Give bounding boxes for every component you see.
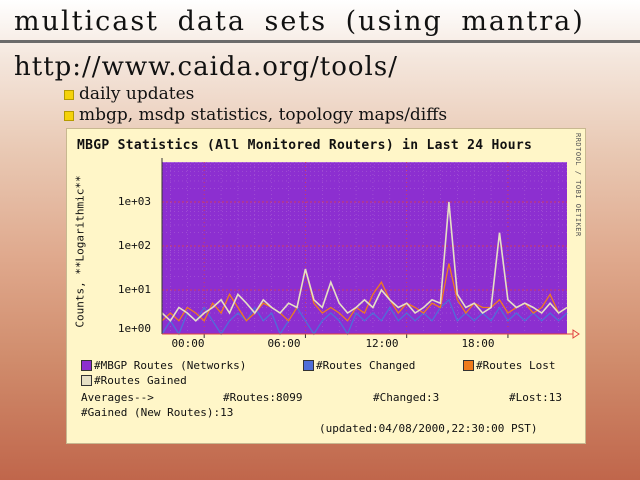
tools-url[interactable]: http://www.caida.org/tools/ bbox=[14, 52, 398, 82]
averages-label: Averages--> bbox=[81, 391, 154, 404]
title-divider bbox=[0, 40, 640, 43]
graph-title: MBGP Statistics (All Monitored Routers) … bbox=[77, 138, 533, 153]
bullet-text: daily updates bbox=[79, 84, 195, 104]
legend-label: #Routes Changed bbox=[316, 359, 416, 372]
series-line-routes-lost bbox=[161, 263, 568, 322]
legend-swatch bbox=[463, 360, 474, 371]
x-axis-arrow bbox=[572, 329, 580, 339]
updated-timestamp: (updated:04/08/2000,22:30:00 PST) bbox=[319, 422, 538, 435]
bullet-item: daily updates bbox=[64, 84, 447, 105]
bullet-text: mbgp, msdp statistics, topology maps/dif… bbox=[79, 105, 448, 125]
legend-routes-gained: #Routes Gained bbox=[81, 374, 187, 387]
legend-swatch bbox=[303, 360, 314, 371]
rrdtool-credit: RRDTOOL / TOBI OETIKER bbox=[574, 133, 582, 237]
y-tick-label: 1e+02 bbox=[117, 239, 151, 252]
x-tick-label: 18:00 bbox=[461, 337, 495, 350]
legend-mbgp-routes: #MBGP Routes (Networks) bbox=[81, 359, 246, 372]
legend-swatch bbox=[81, 360, 92, 371]
x-tick-label: 12:00 bbox=[365, 337, 399, 350]
y-tick-label: 1e+03 bbox=[117, 195, 151, 208]
chart-svg bbox=[161, 158, 580, 339]
x-tick-label: 00:00 bbox=[171, 337, 205, 350]
legend-routes-changed: #Routes Changed bbox=[303, 359, 415, 372]
mbgp-stats-graph: MBGP Statistics (All Monitored Routers) … bbox=[66, 128, 586, 444]
avg-lost: #Lost:13 bbox=[509, 391, 562, 404]
legend-label: #MBGP Routes (Networks) bbox=[94, 359, 247, 372]
bullet-icon bbox=[64, 89, 74, 100]
avg-routes: #Routes:8099 bbox=[223, 391, 303, 404]
legend-swatch bbox=[81, 375, 92, 386]
legend-label: #Routes Lost bbox=[476, 359, 556, 372]
y-tick-label: 1e+01 bbox=[117, 283, 151, 296]
series-line-routes-gained bbox=[161, 201, 568, 323]
series-line-routes-changed bbox=[161, 298, 568, 336]
series-area-mbgp-routes bbox=[162, 162, 567, 334]
y-tick-label: 1e+00 bbox=[117, 322, 151, 335]
slide-title: multicast data sets (using mantra) bbox=[14, 6, 585, 37]
avg-gained: #Gained (New Routes):13 bbox=[81, 406, 234, 419]
legend-routes-lost: #Routes Lost bbox=[463, 359, 555, 372]
legend-label: #Routes Gained bbox=[94, 374, 187, 387]
bullet-icon bbox=[64, 110, 74, 121]
avg-changed: #Changed:3 bbox=[373, 391, 440, 404]
bullet-item: mbgp, msdp statistics, topology maps/dif… bbox=[64, 105, 447, 126]
bullet-list: daily updates mbgp, msdp statistics, top… bbox=[64, 84, 447, 126]
x-tick-label: 06:00 bbox=[267, 337, 301, 350]
